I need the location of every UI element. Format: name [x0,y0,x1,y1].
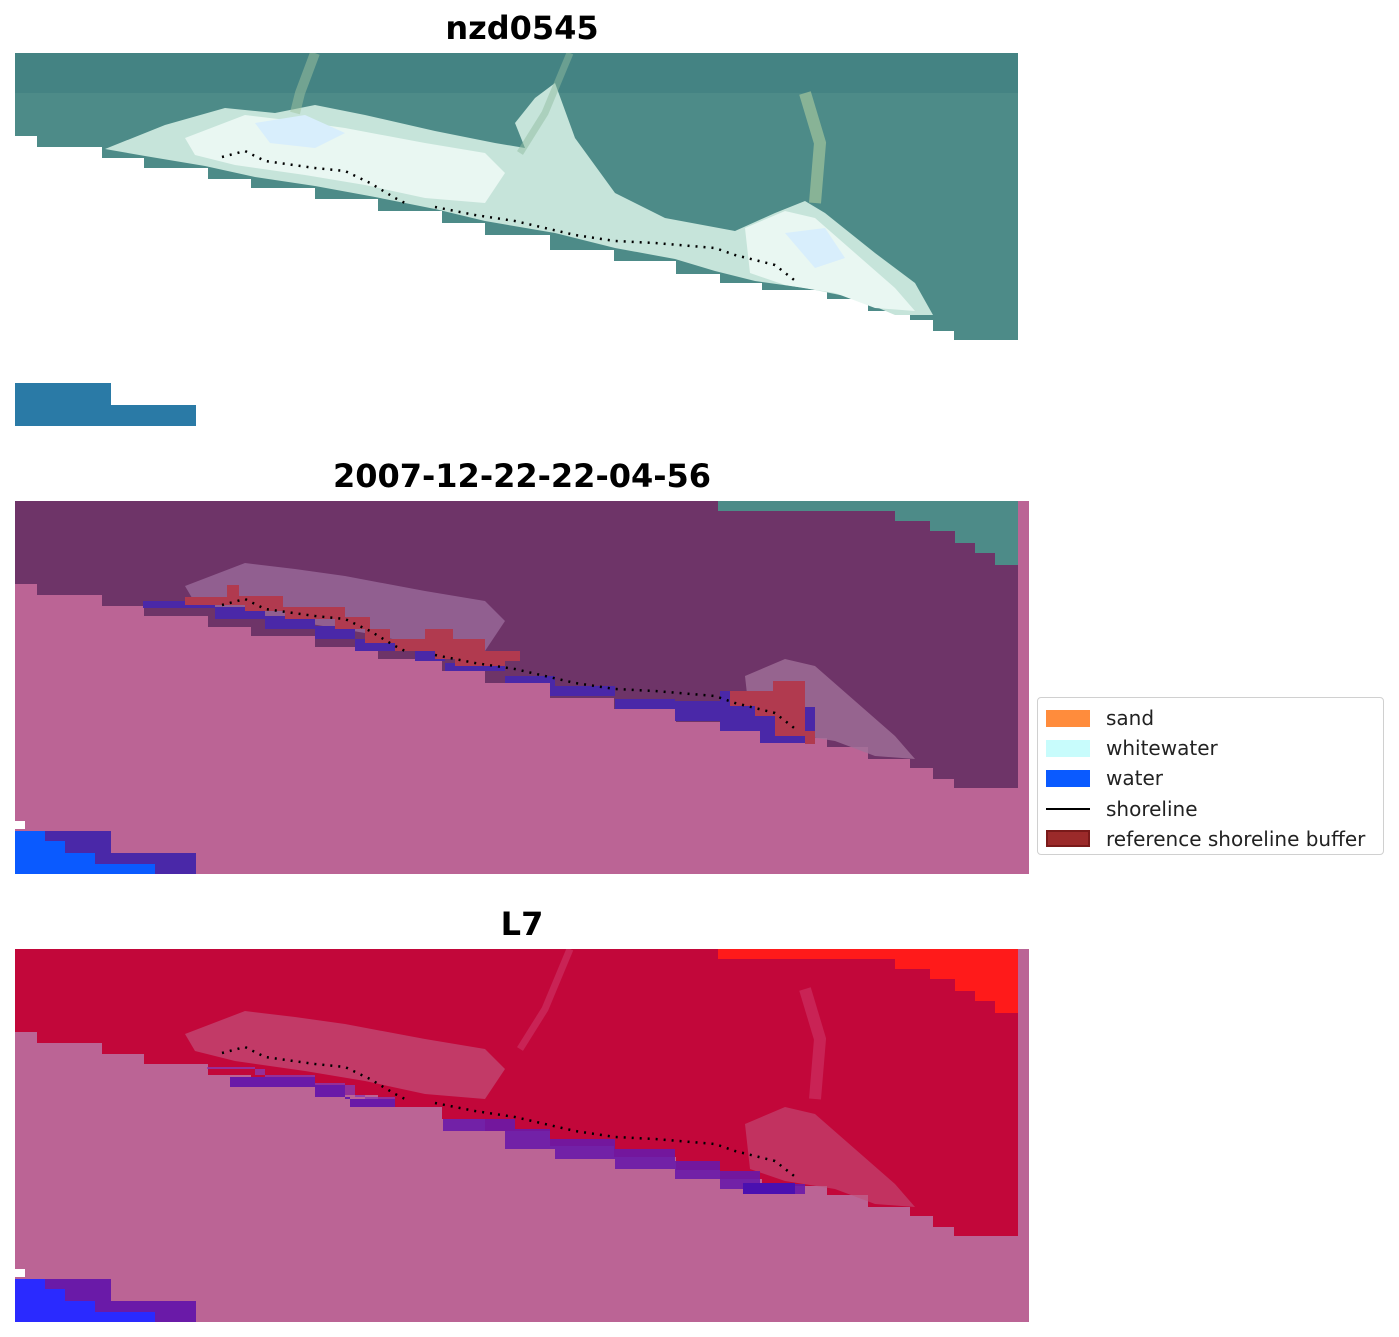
legend-item-buffer: reference shoreline buffer [1046,824,1375,854]
buffer-swatch [1046,830,1090,848]
sea-strip [15,383,196,426]
classified-image [15,501,1029,874]
rgb-image-panel [15,53,1029,426]
water-swatch [1046,769,1090,787]
rgb-satellite-image [15,53,1018,426]
legend-label-water: water [1106,766,1163,791]
whitewater-swatch [1046,739,1090,757]
sand-swatch [1046,709,1090,727]
legend-item-sand: sand [1046,703,1375,733]
shoreline-line-swatch [1046,807,1090,810]
index-image [15,949,1029,1322]
buffer-class [185,585,520,666]
legend-label-whitewater: whitewater [1106,736,1218,761]
classification-panel [15,501,1029,874]
panel-title-date: 2007-12-22-22-04-56 [332,457,712,495]
water-class [143,601,815,743]
index-panel [15,949,1029,1322]
legend-label-sand: sand [1106,706,1155,731]
legend-label-buffer: reference shoreline buffer [1106,826,1366,851]
legend-item-water: water [1046,763,1375,793]
legend-item-whitewater: whitewater [1046,733,1375,763]
legend-label-shoreline: shoreline [1106,796,1198,821]
panel-title-rgb: nzd0545 [445,9,599,47]
panel-title-satellite: L7 [500,905,544,943]
legend-item-shoreline: shoreline [1046,794,1375,824]
legend: sand whitewater water shoreline referenc… [1037,697,1384,855]
